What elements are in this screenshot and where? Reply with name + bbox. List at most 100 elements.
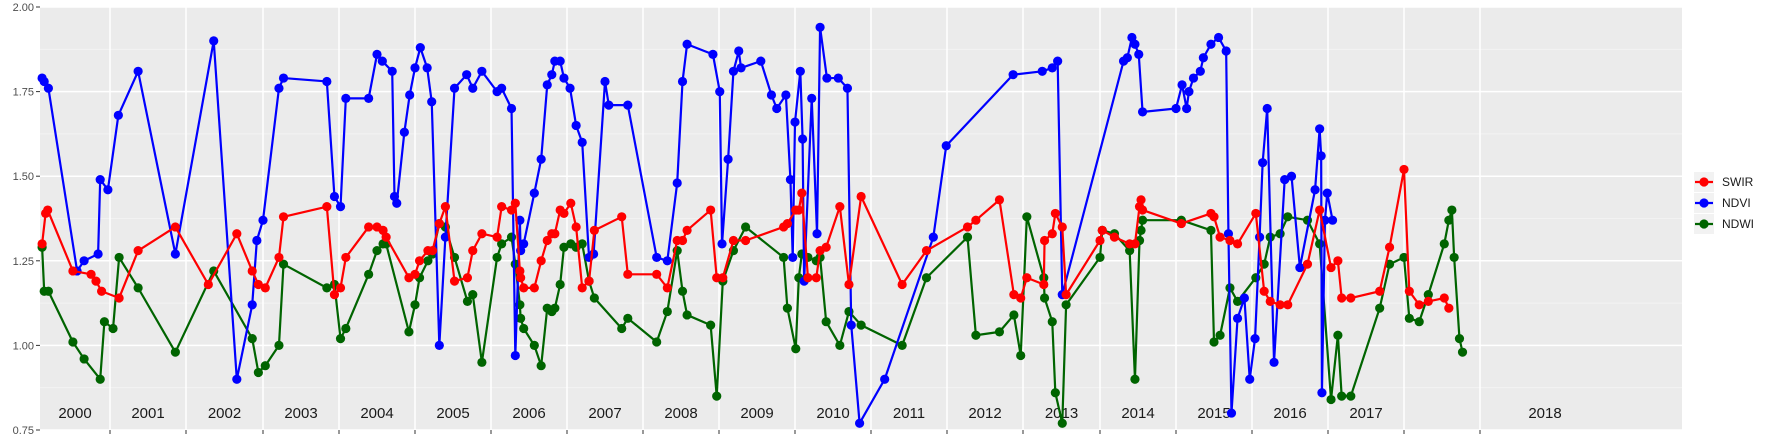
ndwi-point — [677, 286, 688, 296]
ndvi-point — [468, 83, 478, 93]
swir-point — [1333, 256, 1343, 266]
swir-point — [1404, 286, 1414, 296]
ndwi-point — [477, 357, 487, 367]
ndvi-point — [372, 49, 382, 59]
ndvi-point — [43, 83, 54, 93]
swir-point — [1057, 222, 1067, 232]
swir-point — [1097, 225, 1107, 235]
ndwi-point — [712, 391, 722, 401]
ndvi-point — [1245, 374, 1255, 384]
ndvi-point — [677, 76, 688, 87]
ndwi-point — [114, 252, 124, 263]
swir-point — [566, 198, 576, 208]
ndvi-point — [113, 110, 123, 120]
swir-point — [1209, 212, 1219, 222]
swir-point — [37, 239, 47, 249]
swir-point — [329, 290, 340, 300]
swir-point — [1275, 300, 1285, 310]
legend-label: SWIR — [1722, 175, 1754, 189]
ndwi-point — [404, 327, 414, 337]
ndvi-point — [449, 83, 460, 93]
ndvi-point — [928, 232, 938, 242]
swir-point — [623, 269, 633, 279]
ndvi-point — [422, 63, 432, 73]
ndvi-point — [497, 83, 507, 93]
ndwi-point — [492, 252, 502, 263]
ndvi-point — [133, 66, 143, 76]
ndwi-point — [108, 323, 118, 334]
ndwi-point — [1057, 418, 1067, 428]
ndwi-point — [1449, 252, 1459, 263]
year-label-2009: 2009 — [740, 405, 773, 422]
ndvi-point — [781, 90, 791, 100]
ndvi-point — [846, 320, 856, 330]
ndvi-point — [1137, 107, 1148, 117]
ndwi-point — [1454, 334, 1465, 344]
swir-point — [718, 273, 728, 283]
ndvi-point — [405, 90, 415, 100]
swir-point — [728, 235, 739, 246]
swir-point — [462, 273, 473, 283]
swir-point — [97, 286, 107, 296]
ndwi-point — [706, 320, 716, 330]
ndvi-point — [790, 117, 800, 127]
ndvi-point — [672, 178, 682, 188]
ndvi-point — [322, 76, 332, 87]
ndwi-point — [1047, 317, 1057, 327]
legend-label: NDVI — [1722, 196, 1751, 210]
swir-point — [86, 269, 96, 279]
year-label-2004: 2004 — [360, 405, 393, 422]
swir-point — [381, 232, 391, 242]
ndvi-point — [1134, 49, 1144, 59]
swir-point — [584, 276, 594, 286]
swir-point — [247, 266, 257, 276]
ndwi-point — [1283, 212, 1293, 222]
ndvi-point — [1226, 408, 1237, 418]
ndwi-point — [95, 374, 105, 384]
swir-point — [449, 276, 460, 286]
legend-item-ndwi: NDWI — [1694, 214, 1754, 234]
y-axis: 0.75 1.00 1.25 1.50 1.75 2.00 — [13, 2, 1481, 437]
swir-point — [1232, 239, 1243, 249]
swir-point — [253, 279, 263, 290]
swir-point — [811, 273, 821, 283]
ndwi-point — [1136, 225, 1146, 235]
ndvi-point — [589, 249, 599, 259]
ndwi-point — [1137, 215, 1148, 225]
year-label-2014: 2014 — [1121, 405, 1154, 422]
swir-point — [1315, 205, 1325, 215]
ndvi-point — [788, 252, 798, 263]
ndwi-point — [410, 300, 420, 310]
ndwi-point — [1444, 215, 1454, 225]
ndvi-point — [93, 249, 103, 259]
ndwi-point — [278, 259, 289, 269]
ndwi-point — [322, 283, 332, 293]
swir-point — [617, 212, 627, 222]
swir-point — [577, 283, 587, 293]
ndvi-point — [736, 63, 746, 73]
series-swir — [37, 164, 1454, 313]
ndwi-point — [468, 290, 478, 300]
swir-point — [1137, 205, 1148, 215]
ndwi-point — [550, 303, 560, 313]
swir-point — [529, 283, 539, 293]
swir-point — [706, 205, 716, 215]
ndwi-point — [1009, 310, 1019, 320]
ndwi-point — [589, 293, 599, 303]
year-label-2017: 2017 — [1349, 405, 1382, 422]
swir-point — [203, 279, 213, 290]
ndvi-point — [1232, 313, 1243, 323]
ndvi-point — [415, 43, 425, 53]
ndvi-point — [1221, 46, 1231, 56]
ndwi-point — [962, 232, 973, 242]
ndvi-point — [247, 300, 257, 310]
ndwi-point — [835, 340, 845, 350]
ndvi-point — [717, 239, 727, 249]
ndvi-point — [652, 252, 662, 263]
ndvi-point — [427, 97, 437, 107]
ndvi-point — [1053, 56, 1063, 66]
ndwi-point — [662, 306, 672, 317]
ndvi-point — [477, 66, 487, 76]
swir-point — [677, 235, 688, 246]
ndvi-point — [565, 83, 575, 93]
